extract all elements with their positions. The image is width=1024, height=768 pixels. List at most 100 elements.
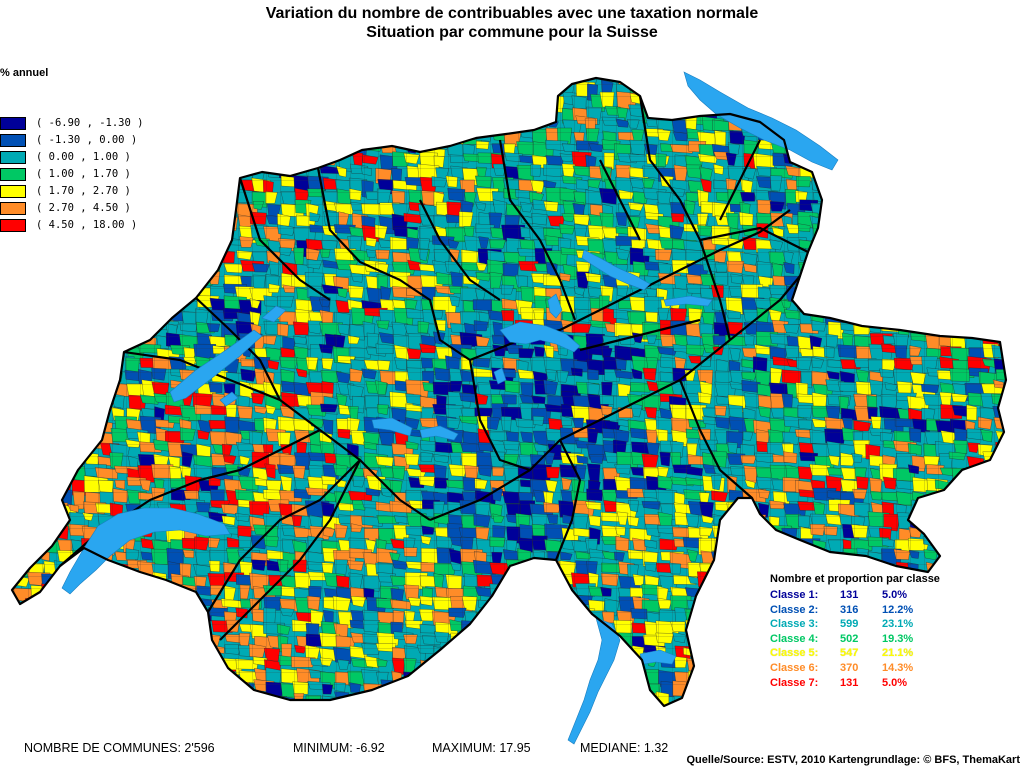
commune-patch xyxy=(136,223,156,241)
commune-patch xyxy=(139,283,152,298)
commune-patch xyxy=(336,82,350,92)
commune-patch xyxy=(784,551,802,571)
class-stats-title: Nombre et proportion par classe xyxy=(770,573,940,585)
commune-patch xyxy=(949,311,971,328)
commune-patch xyxy=(981,167,994,186)
commune-patch xyxy=(25,348,42,363)
commune-patch xyxy=(837,203,858,218)
commune-patch xyxy=(306,730,317,739)
commune-patch xyxy=(12,406,17,422)
commune-patch xyxy=(434,658,448,671)
commune-patch xyxy=(725,655,746,666)
commune-patch xyxy=(559,693,580,706)
commune-patch xyxy=(935,252,955,263)
commune-patch xyxy=(26,644,41,657)
commune-patch xyxy=(995,511,1006,525)
commune-patch xyxy=(41,287,56,299)
footer-mediane: MEDIANE: 1.32 xyxy=(580,741,669,755)
commune-patch xyxy=(809,298,834,310)
commune-patch xyxy=(907,284,921,302)
commune-patch xyxy=(912,309,931,327)
commune-patch xyxy=(196,78,217,84)
commune-patch xyxy=(939,259,957,274)
commune-patch xyxy=(167,729,190,737)
commune-patch xyxy=(769,705,789,706)
commune-patch xyxy=(1009,548,1024,564)
commune-patch xyxy=(447,656,471,671)
lake-lucerne xyxy=(499,321,581,353)
commune-patch xyxy=(167,284,181,294)
commune-patch xyxy=(377,116,402,130)
commune-patch xyxy=(378,695,402,706)
commune-patch xyxy=(81,333,100,352)
map-subtitle: Situation par commune pour la Suisse xyxy=(366,24,658,41)
commune-patch xyxy=(967,536,991,546)
commune-patch xyxy=(896,705,917,706)
commune-patch xyxy=(114,321,132,335)
commune-patch xyxy=(949,694,963,706)
commune-patch xyxy=(154,705,174,706)
commune-patch xyxy=(1009,492,1019,508)
commune-patch xyxy=(516,717,531,726)
commune-patch xyxy=(166,647,186,659)
commune-patch xyxy=(83,324,95,341)
commune-patch xyxy=(936,717,953,730)
lake-thun xyxy=(371,417,413,437)
commune-patch xyxy=(366,84,386,102)
commune-patch xyxy=(742,671,761,689)
lake-maggiore xyxy=(567,617,621,745)
commune-patch xyxy=(965,716,978,732)
commune-patch xyxy=(393,128,405,140)
commune-patch xyxy=(964,572,985,590)
commune-patch xyxy=(814,95,829,113)
commune-patch xyxy=(85,91,98,107)
commune-patch xyxy=(123,324,142,335)
commune-patch xyxy=(142,683,160,702)
commune-patch xyxy=(880,262,900,275)
commune-patch xyxy=(209,202,231,219)
commune-patch xyxy=(12,695,19,706)
commune-patch xyxy=(813,262,833,274)
commune-patch xyxy=(869,563,888,572)
commune-patch xyxy=(492,717,506,727)
commune-patch xyxy=(153,608,169,624)
commune-patch xyxy=(85,369,106,380)
commune-patch xyxy=(895,250,909,265)
commune-patch xyxy=(543,622,562,641)
commune-patch xyxy=(684,717,704,734)
commune-patch xyxy=(57,295,81,313)
commune-patch xyxy=(950,655,963,675)
commune-patch xyxy=(277,104,295,123)
commune-patch xyxy=(56,731,74,741)
commune-patch xyxy=(907,693,932,703)
commune-patch xyxy=(12,671,32,686)
commune-patch xyxy=(308,103,330,116)
commune-patch xyxy=(838,307,858,321)
commune-patch xyxy=(82,416,101,431)
commune-patch xyxy=(756,646,771,662)
commune-patch xyxy=(712,646,732,661)
commune-patch xyxy=(940,597,958,614)
commune-patch xyxy=(28,516,46,525)
commune-patch xyxy=(545,80,557,99)
commune-patch xyxy=(237,116,256,133)
commune-patch xyxy=(43,708,56,721)
commune-patch xyxy=(826,127,841,137)
commune-patch xyxy=(894,142,917,162)
commune-patch xyxy=(97,656,117,668)
commune-patch xyxy=(84,236,100,254)
commune-patch xyxy=(221,152,237,162)
commune-patch xyxy=(29,607,50,620)
commune-patch xyxy=(113,271,128,281)
commune-patch xyxy=(809,128,824,142)
commune-patch xyxy=(53,668,69,680)
commune-patch xyxy=(993,227,1006,243)
commune-patch xyxy=(15,526,36,536)
commune-patch xyxy=(954,188,970,206)
commune-patch xyxy=(980,539,992,551)
commune-patch xyxy=(322,716,334,728)
commune-patch xyxy=(151,588,173,603)
commune-patch xyxy=(42,335,61,348)
commune-patch xyxy=(183,212,201,230)
commune-patch xyxy=(29,248,46,262)
